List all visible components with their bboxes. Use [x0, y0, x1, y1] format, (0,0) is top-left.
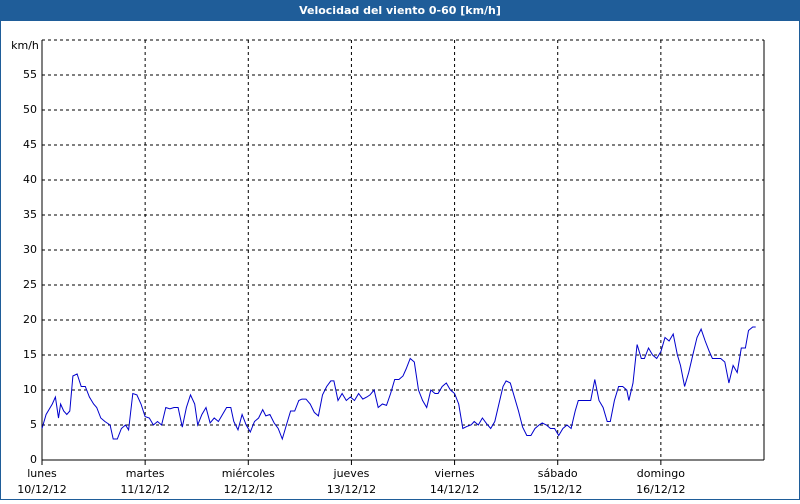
y-tick-label: 30: [23, 243, 37, 256]
x-tick-date: 15/12/12: [533, 483, 582, 496]
x-tick-label: miércoles: [222, 467, 275, 480]
x-tick-label: sábado: [538, 467, 578, 480]
x-tick-date: 12/12/12: [224, 483, 273, 496]
x-tick-label: martes: [126, 467, 165, 480]
y-tick-label: 40: [23, 173, 37, 186]
x-tick-label: jueves: [333, 467, 370, 480]
chart-title: Velocidad del viento 0-60 [km/h]: [299, 4, 501, 17]
x-tick-label: domingo: [637, 467, 685, 480]
y-axis-label: km/h: [11, 39, 39, 52]
y-tick-label: 45: [23, 138, 37, 151]
x-tick-label: viernes: [435, 467, 475, 480]
y-tick-label: 0: [30, 453, 37, 466]
x-tick-date: 14/12/12: [430, 483, 479, 496]
x-tick-date: 11/12/12: [120, 483, 169, 496]
y-tick-label: 35: [23, 208, 37, 221]
x-tick-date: 10/12/12: [17, 483, 66, 496]
y-tick-label: 5: [30, 418, 37, 431]
title-bar: [0, 0, 800, 21]
x-tick-date: 16/12/12: [636, 483, 685, 496]
y-tick-label: 25: [23, 278, 37, 291]
y-tick-label: 15: [23, 348, 37, 361]
y-tick-label: 20: [23, 313, 37, 326]
y-tick-label: 55: [23, 68, 37, 81]
x-tick-label: lunes: [27, 467, 57, 480]
y-tick-label: 10: [23, 383, 37, 396]
x-tick-date: 13/12/12: [327, 483, 376, 496]
wind-line: [41, 326, 756, 441]
y-tick-label: 50: [23, 103, 37, 116]
